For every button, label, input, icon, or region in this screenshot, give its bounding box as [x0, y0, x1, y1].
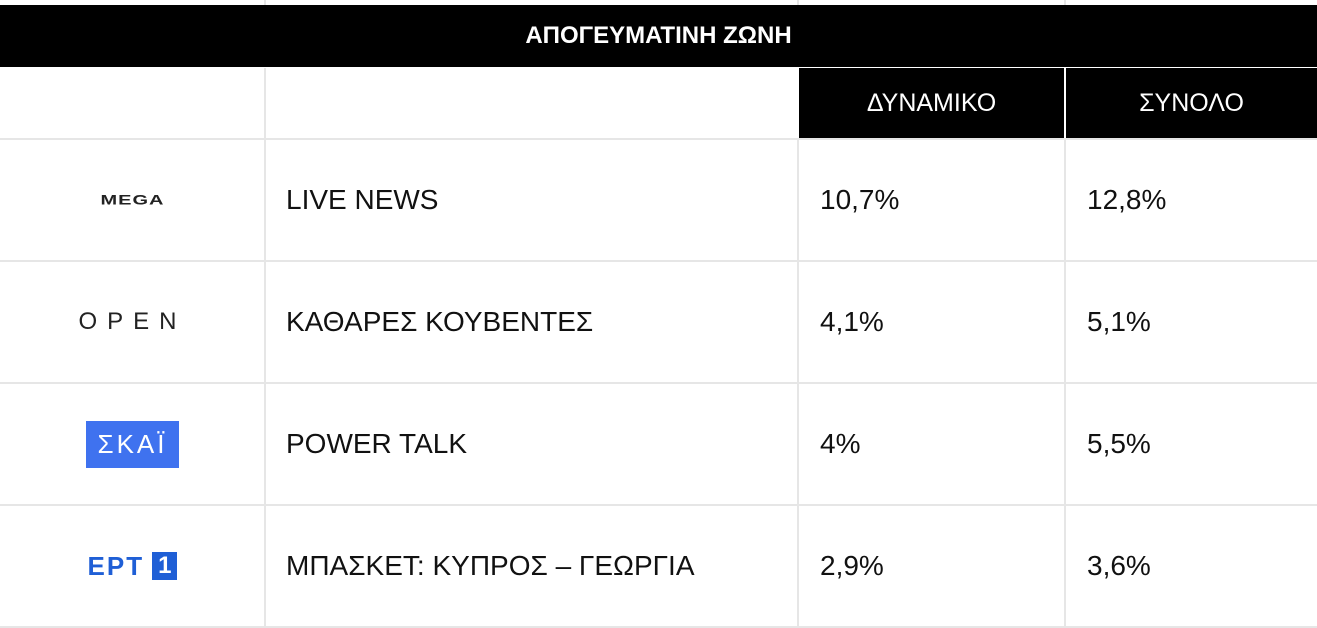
row-border	[0, 260, 1317, 262]
rating: 5,5%	[1087, 428, 1151, 459]
divider	[264, 140, 266, 260]
channel-logo: MEGA	[0, 140, 265, 260]
divider	[264, 68, 266, 138]
rating: 5,1%	[1087, 306, 1151, 337]
logo-text: ΕΡΤ	[87, 550, 145, 581]
column-header: ΔΥΝΑΜΙΚΟ	[799, 68, 1064, 138]
show-name: LIVE NEWS	[286, 184, 439, 215]
show-name: ΚΑΘΑΡΕΣ ΚΟΥΒΕΝΤΕΣ	[286, 306, 594, 337]
table-title: ΑΠΟΓΕΥΜΑΤΙΝΗ ΖΩΝΗ	[0, 5, 1317, 67]
row-border	[0, 504, 1317, 506]
divider	[1064, 0, 1066, 5]
divider	[264, 0, 266, 5]
logo-text: OPEN	[78, 308, 187, 335]
rating: 10,7%	[820, 184, 900, 215]
show-name: POWER TALK	[286, 428, 468, 459]
divider	[1064, 140, 1066, 260]
rating: 12,8%	[1087, 184, 1167, 215]
row-border	[0, 382, 1317, 384]
divider	[264, 262, 266, 382]
divider	[797, 506, 799, 626]
logo-text: ΣΚΑΪ	[85, 420, 180, 468]
divider	[1064, 506, 1066, 626]
divider	[264, 384, 266, 504]
channel-logo: OPEN	[0, 262, 265, 382]
divider	[797, 0, 799, 5]
channel-logo: ΣΚΑΪ	[0, 384, 265, 504]
rating: 3,6%	[1087, 550, 1151, 581]
divider	[1064, 262, 1066, 382]
divider	[797, 384, 799, 504]
logo-badge: 1	[152, 552, 178, 580]
column-header: ΣΥΝΟΛΟ	[1066, 68, 1317, 138]
divider	[797, 262, 799, 382]
rating: 4%	[820, 428, 861, 459]
show-name: ΜΠΑΣΚΕΤ: ΚΥΠΡΟΣ – ΓΕΩΡΓΙΑ	[286, 550, 695, 581]
row-border	[0, 138, 1317, 140]
channel-logo: ΕΡΤ 1	[0, 506, 265, 626]
rating: 4,1%	[820, 306, 884, 337]
divider	[264, 506, 266, 626]
logo-text: MEGA	[100, 191, 165, 208]
divider	[1064, 384, 1066, 504]
divider	[797, 140, 799, 260]
rating: 2,9%	[820, 550, 884, 581]
